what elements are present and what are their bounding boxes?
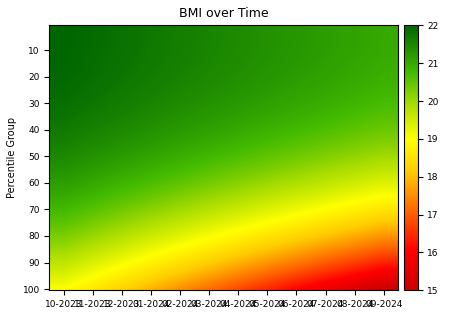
Y-axis label: Percentile Group: Percentile Group: [7, 117, 17, 198]
Title: BMI over Time: BMI over Time: [179, 7, 269, 20]
